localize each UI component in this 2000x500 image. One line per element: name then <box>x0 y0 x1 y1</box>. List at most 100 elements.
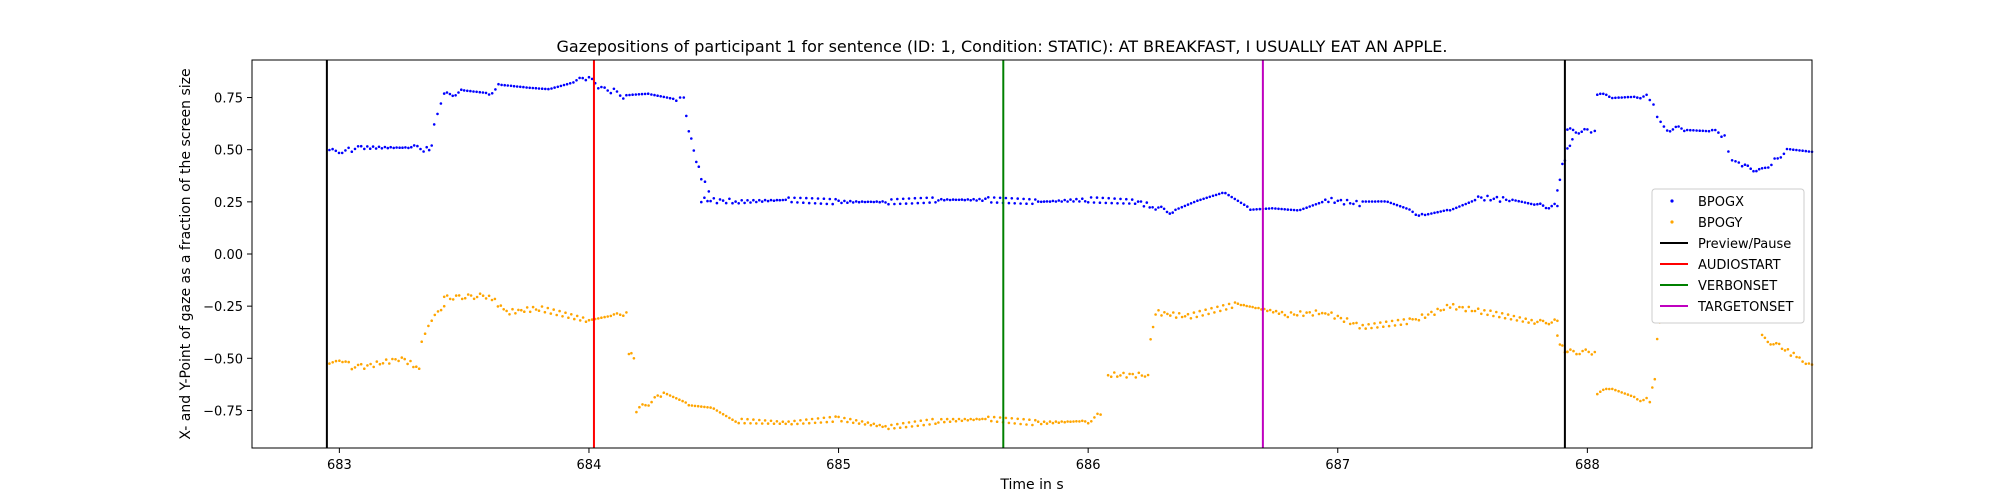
data-point <box>650 93 653 96</box>
data-point <box>860 200 864 203</box>
data-point <box>1305 206 1308 209</box>
data-point <box>948 420 952 424</box>
data-point <box>1617 96 1620 99</box>
data-point <box>442 92 446 95</box>
data-point <box>910 202 914 205</box>
legend-label: VERBONSET <box>1698 279 1777 294</box>
data-point <box>573 317 576 321</box>
data-point <box>427 324 430 328</box>
data-point <box>1629 394 1633 398</box>
data-point <box>1451 302 1455 306</box>
data-point <box>1242 303 1246 307</box>
data-point <box>1536 320 1539 324</box>
data-point <box>644 403 647 407</box>
data-point <box>937 421 940 424</box>
data-point <box>1445 208 1449 212</box>
data-point <box>931 417 934 421</box>
data-point <box>981 417 984 421</box>
data-point <box>1530 318 1533 322</box>
data-point <box>1677 125 1680 128</box>
data-point <box>627 352 631 356</box>
data-point <box>1583 127 1586 131</box>
data-point <box>1727 150 1730 153</box>
data-point <box>543 310 547 314</box>
data-point <box>975 417 978 421</box>
data-point <box>1807 150 1811 153</box>
data-point <box>943 198 946 202</box>
data-point <box>1106 373 1110 377</box>
data-point <box>1527 321 1530 324</box>
data-point <box>1022 197 1025 201</box>
data-point <box>1599 92 1602 96</box>
data-point <box>609 91 613 95</box>
data-point <box>637 93 641 96</box>
data-point <box>618 94 622 97</box>
data-point <box>1219 309 1222 313</box>
data-point <box>863 200 867 204</box>
data-point <box>954 198 958 202</box>
data-point <box>368 147 372 150</box>
data-point <box>1674 125 1678 129</box>
data-point <box>1019 422 1022 426</box>
data-point <box>807 201 811 205</box>
data-point <box>1373 322 1376 325</box>
data-point <box>1283 208 1286 211</box>
data-point <box>540 87 544 90</box>
data-point <box>1737 161 1741 164</box>
data-point <box>1795 355 1798 359</box>
data-point <box>1668 130 1672 133</box>
data-point <box>671 395 675 399</box>
data-point <box>514 312 517 315</box>
legend-box <box>1651 188 1805 324</box>
data-point <box>687 130 691 133</box>
data-point <box>572 81 575 84</box>
data-point <box>1214 193 1218 197</box>
data-point <box>802 422 805 425</box>
data-point <box>448 92 452 96</box>
data-point <box>388 362 391 365</box>
data-point <box>1395 203 1399 207</box>
data-point <box>1779 156 1783 159</box>
data-point <box>1734 160 1737 163</box>
data-point <box>1574 131 1578 134</box>
data-point <box>478 292 482 296</box>
data-point <box>828 197 832 201</box>
data-point <box>1370 326 1373 330</box>
data-point <box>1492 197 1496 201</box>
data-point <box>631 93 634 96</box>
data-point <box>700 177 703 181</box>
data-point <box>1755 169 1758 173</box>
data-point <box>512 84 516 88</box>
data-point <box>1500 312 1504 315</box>
data-point <box>1174 208 1177 212</box>
data-point <box>1289 311 1293 314</box>
data-point <box>1442 209 1446 213</box>
data-point <box>1398 204 1402 208</box>
data-point <box>1336 199 1340 203</box>
data-point <box>866 421 870 424</box>
data-point <box>523 310 526 314</box>
data-point <box>1136 200 1140 203</box>
data-point <box>350 150 354 153</box>
data-point <box>490 92 494 95</box>
plot-marks <box>328 75 1814 431</box>
data-point <box>1057 421 1061 425</box>
data-point <box>328 362 331 365</box>
data-point <box>1464 202 1467 206</box>
data-point <box>1113 197 1116 200</box>
data-point <box>840 419 843 423</box>
data-point <box>436 310 440 313</box>
data-point <box>1090 420 1093 423</box>
data-point <box>1786 348 1790 351</box>
data-point <box>1376 326 1379 329</box>
data-point <box>625 311 628 314</box>
data-point <box>584 78 588 82</box>
data-point <box>712 407 716 410</box>
data-point <box>1314 203 1318 206</box>
data-point <box>843 199 846 203</box>
data-point <box>1367 323 1370 326</box>
data-point <box>503 83 507 87</box>
data-point <box>337 151 341 155</box>
data-point <box>1137 371 1141 375</box>
data-point <box>1081 419 1084 423</box>
